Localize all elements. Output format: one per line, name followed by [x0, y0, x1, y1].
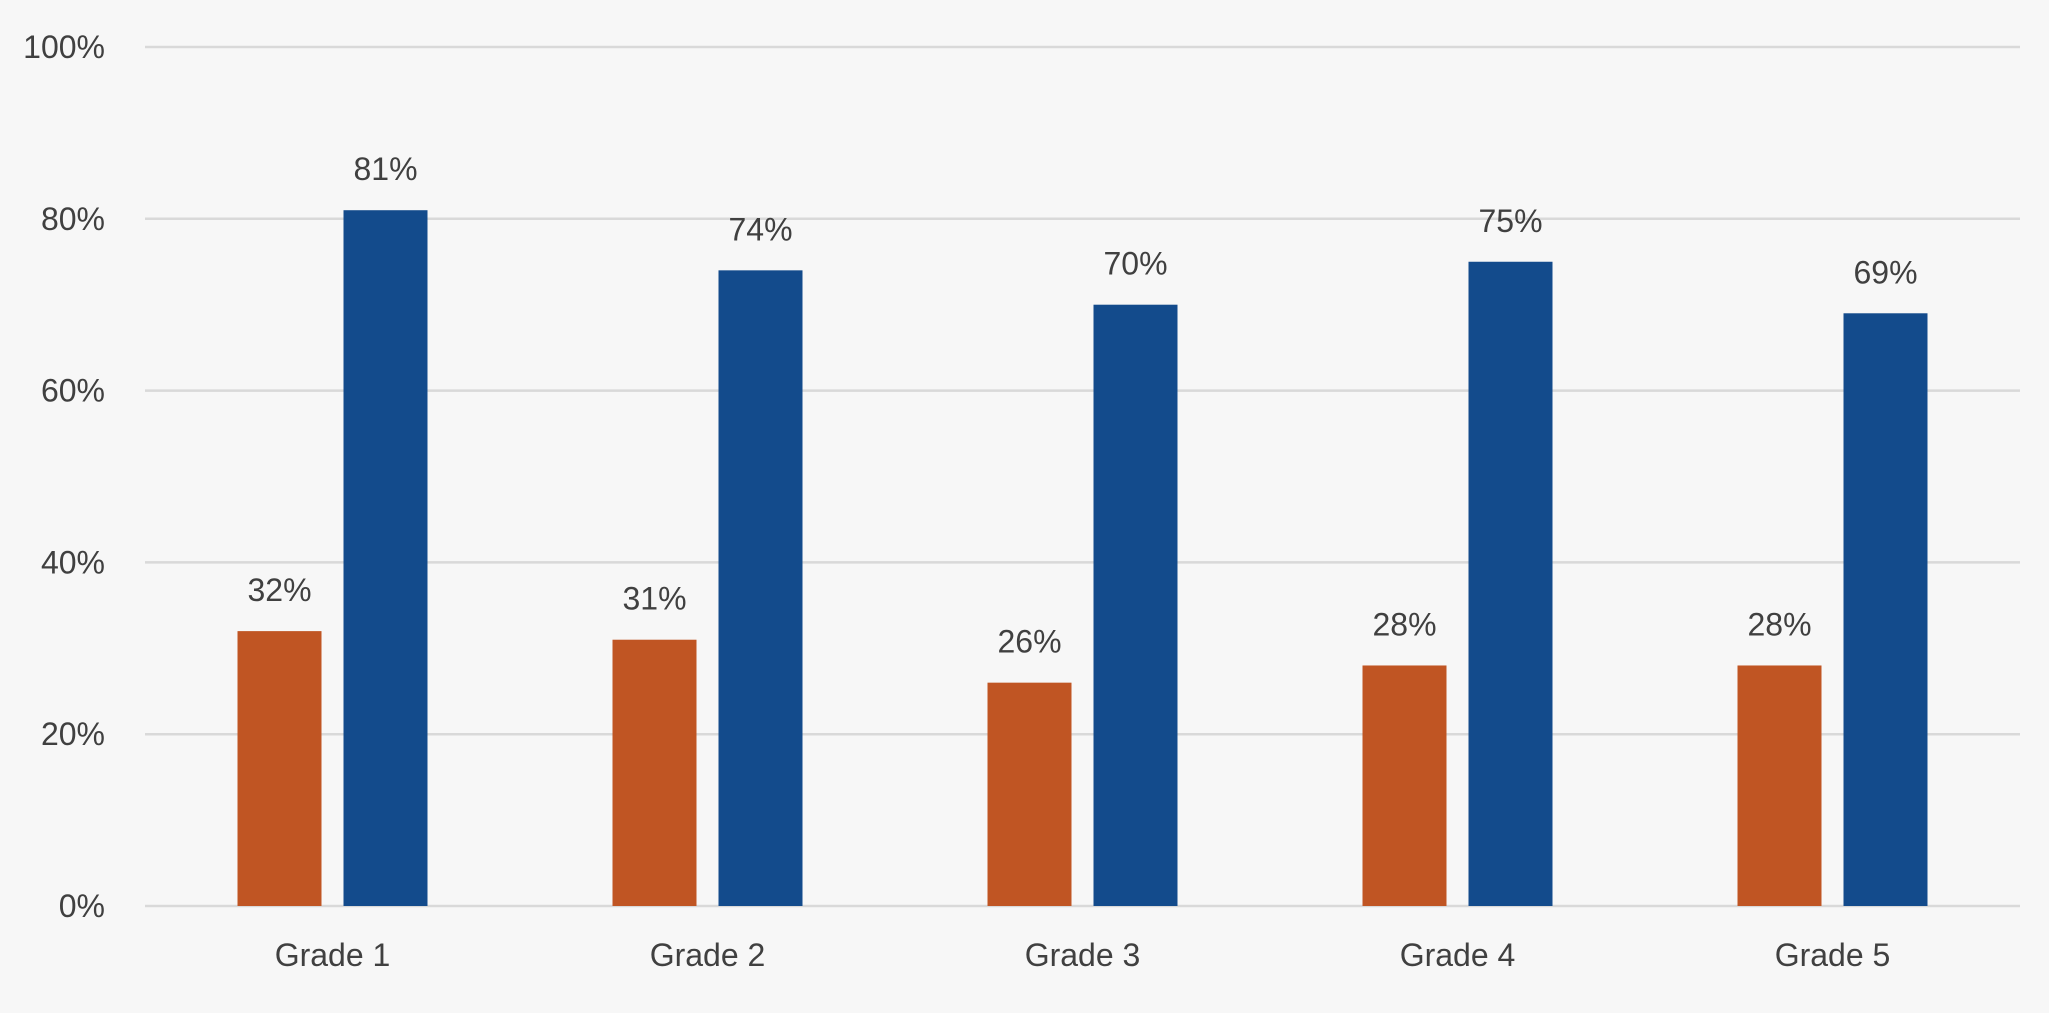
x-category-label: Grade 4: [1400, 937, 1516, 973]
x-category-label: Grade 5: [1775, 937, 1891, 973]
data-label: 74%: [728, 211, 792, 247]
data-label: 70%: [1103, 246, 1167, 282]
bar-1-grade-3: [987, 682, 1072, 906]
bar-2-grade-4: [1468, 261, 1553, 906]
data-label: 28%: [1372, 606, 1436, 642]
data-label: 32%: [247, 572, 311, 608]
data-label: 69%: [1853, 254, 1917, 290]
bar-1-grade-4: [1362, 665, 1447, 906]
bar-2-grade-1: [343, 210, 428, 906]
bar-1-grade-1: [237, 631, 322, 906]
data-label: 81%: [353, 151, 417, 187]
y-axis-tick-labels: 0% 20% 40% 60% 80% 100%: [23, 29, 105, 924]
data-label: 75%: [1478, 203, 1542, 239]
data-labels: 32% 81% 31% 74% 26% 70% 28% 75% 28% 69%: [247, 151, 1917, 659]
bar-1-grade-5: [1737, 665, 1822, 906]
bar-1-grade-2: [612, 639, 697, 906]
y-tick-label: 0%: [59, 888, 105, 924]
data-label: 26%: [997, 624, 1061, 660]
y-tick-label: 100%: [23, 29, 105, 65]
x-category-label: Grade 1: [275, 937, 391, 973]
bars: [237, 210, 1928, 907]
x-category-label: Grade 2: [650, 937, 766, 973]
x-axis-category-labels: Grade 1 Grade 2 Grade 3 Grade 4 Grade 5: [275, 937, 1891, 973]
gridlines: [145, 45, 2020, 908]
x-category-label: Grade 3: [1025, 937, 1141, 973]
bar-2-grade-3: [1093, 304, 1178, 906]
y-tick-label: 40%: [41, 544, 105, 580]
data-label: 31%: [622, 581, 686, 617]
bar-2-grade-5: [1843, 313, 1928, 906]
y-tick-label: 80%: [41, 201, 105, 237]
data-label: 28%: [1747, 606, 1811, 642]
y-tick-label: 20%: [41, 716, 105, 752]
y-tick-label: 60%: [41, 373, 105, 409]
bar-2-grade-2: [718, 270, 803, 907]
